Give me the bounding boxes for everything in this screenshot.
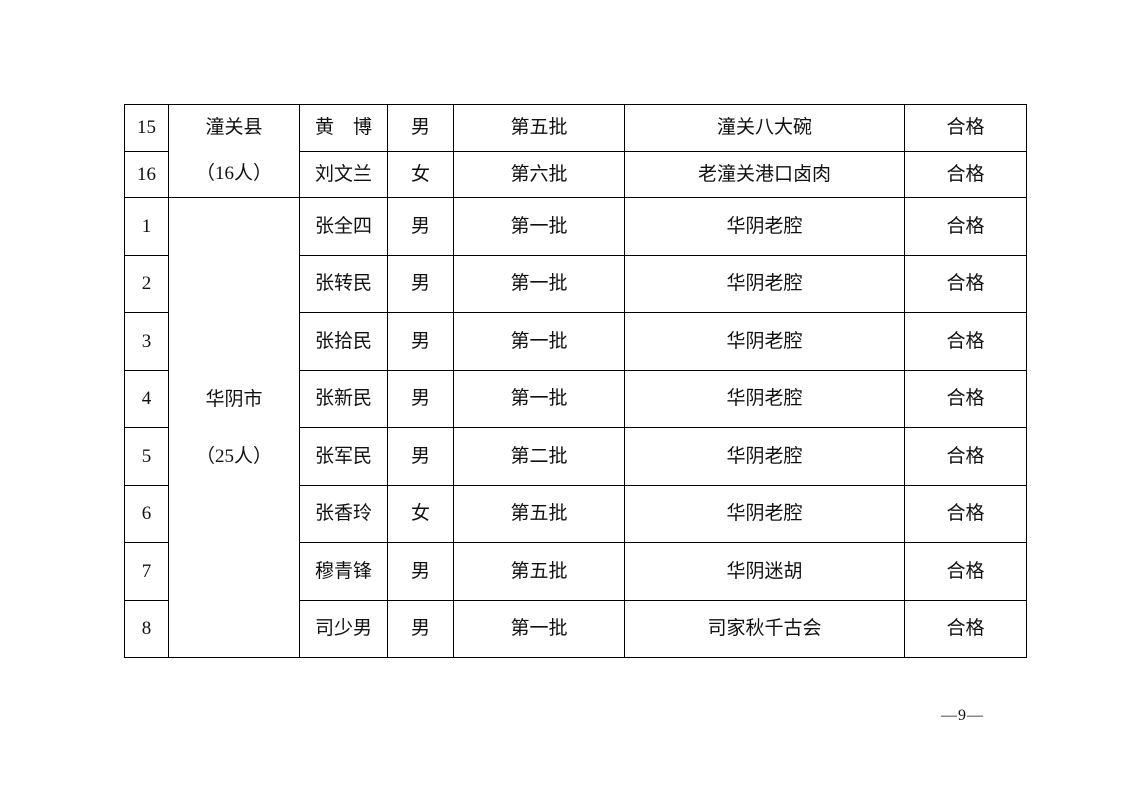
cell-batch: 第一批 [453, 599, 625, 658]
cell-batch: 第五批 [453, 484, 625, 543]
cell-region-tongguan: 潼关县 （16人） [168, 104, 300, 198]
table-row: 8 司少男 男 第一批 司家秋千古会 合格 [124, 599, 1027, 658]
cell-serial: 7 [124, 542, 169, 601]
cell-batch: 第六批 [453, 150, 625, 198]
cell-project: 潼关八大碗 [624, 104, 905, 152]
cell-gender: 男 [387, 197, 454, 256]
cell-serial: 1 [124, 197, 169, 256]
cell-result: 合格 [904, 197, 1027, 256]
table-row: 6 张香玲 女 第五批 华阴老腔 合格 [124, 484, 1027, 543]
region-lines: 潼关县 （16人） [169, 105, 299, 197]
cell-project: 华阴老腔 [624, 254, 905, 313]
cell-gender: 女 [387, 484, 454, 543]
cell-serial: 3 [124, 312, 169, 371]
cell-project: 老潼关港口卤肉 [624, 150, 905, 198]
cell-batch: 第一批 [453, 312, 625, 371]
table-row: 4 张新民 男 第一批 华阴老腔 合格 [124, 369, 1027, 428]
cell-gender: 男 [387, 369, 454, 428]
cell-batch: 第五批 [453, 104, 625, 152]
cell-serial: 4 [124, 369, 169, 428]
cell-result: 合格 [904, 427, 1027, 486]
cell-name: 张新民 [299, 369, 388, 428]
table-row: 3 张拾民 男 第一批 华阴老腔 合格 [124, 312, 1027, 371]
cell-name: 张全四 [299, 197, 388, 256]
region-count: （16人） [195, 163, 272, 184]
cell-batch: 第一批 [453, 369, 625, 428]
cell-result: 合格 [904, 369, 1027, 428]
heritage-inheritor-table: 15 潼关县 （16人） 黄 博 男 第五批 潼关八大碗 合格 16 刘文兰 女… [124, 104, 1027, 658]
cell-gender: 男 [387, 427, 454, 486]
cell-name: 张拾民 [299, 312, 388, 371]
cell-name: 张香玲 [299, 484, 388, 543]
cell-gender: 男 [387, 104, 454, 152]
cell-name: 张转民 [299, 254, 388, 313]
cell-project: 司家秋千古会 [624, 599, 905, 658]
cell-name: 司少男 [299, 599, 388, 658]
cell-batch: 第五批 [453, 542, 625, 601]
cell-serial: 2 [124, 254, 169, 313]
cell-project: 华阴老腔 [624, 427, 905, 486]
cell-gender: 男 [387, 542, 454, 601]
cell-gender: 男 [387, 254, 454, 313]
cell-serial: 16 [124, 150, 169, 198]
region-count: （25人） [195, 445, 272, 467]
table-row: 1 华阴市 （25人） 张全四 男 第一批 华阴老腔 合格 [124, 197, 1027, 658]
table-row: 7 穆青锋 男 第五批 华阴迷胡 合格 [124, 542, 1027, 601]
cell-result: 合格 [904, 150, 1027, 198]
cell-project: 华阴老腔 [624, 197, 905, 256]
cell-batch: 第一批 [453, 197, 625, 256]
cell-project: 华阴老腔 [624, 369, 905, 428]
cell-gender: 男 [387, 312, 454, 371]
cell-region-huayin: 华阴市 （25人） [168, 197, 300, 658]
table-row: 16 刘文兰 女 第六批 老潼关港口卤肉 合格 [124, 150, 1027, 198]
cell-batch: 第一批 [453, 254, 625, 313]
page-number: —9— [941, 707, 984, 724]
cell-project: 华阴老腔 [624, 484, 905, 543]
cell-gender: 男 [387, 599, 454, 658]
cell-gender: 女 [387, 150, 454, 198]
cell-result: 合格 [904, 542, 1027, 601]
cell-serial: 5 [124, 427, 169, 486]
cell-result: 合格 [904, 104, 1027, 152]
cell-result: 合格 [904, 484, 1027, 543]
cell-result: 合格 [904, 312, 1027, 371]
cell-serial: 8 [124, 599, 169, 658]
cell-serial: 15 [124, 104, 169, 152]
cell-result: 合格 [904, 599, 1027, 658]
cell-name: 黄 博 [299, 104, 388, 152]
cell-serial: 6 [124, 484, 169, 543]
region-name: 华阴市 [205, 388, 263, 410]
cell-name: 穆青锋 [299, 542, 388, 601]
region-name: 潼关县 [205, 117, 263, 138]
cell-batch: 第二批 [453, 427, 625, 486]
table-row: 15 潼关县 （16人） 黄 博 男 第五批 潼关八大碗 合格 [124, 104, 1027, 198]
cell-project: 华阴老腔 [624, 312, 905, 371]
cell-name: 张军民 [299, 427, 388, 486]
table-row: 5 张军民 男 第二批 华阴老腔 合格 [124, 427, 1027, 486]
cell-name: 刘文兰 [299, 150, 388, 198]
cell-project: 华阴迷胡 [624, 542, 905, 601]
cell-result: 合格 [904, 254, 1027, 313]
region-lines: 华阴市 （25人） [169, 371, 299, 485]
